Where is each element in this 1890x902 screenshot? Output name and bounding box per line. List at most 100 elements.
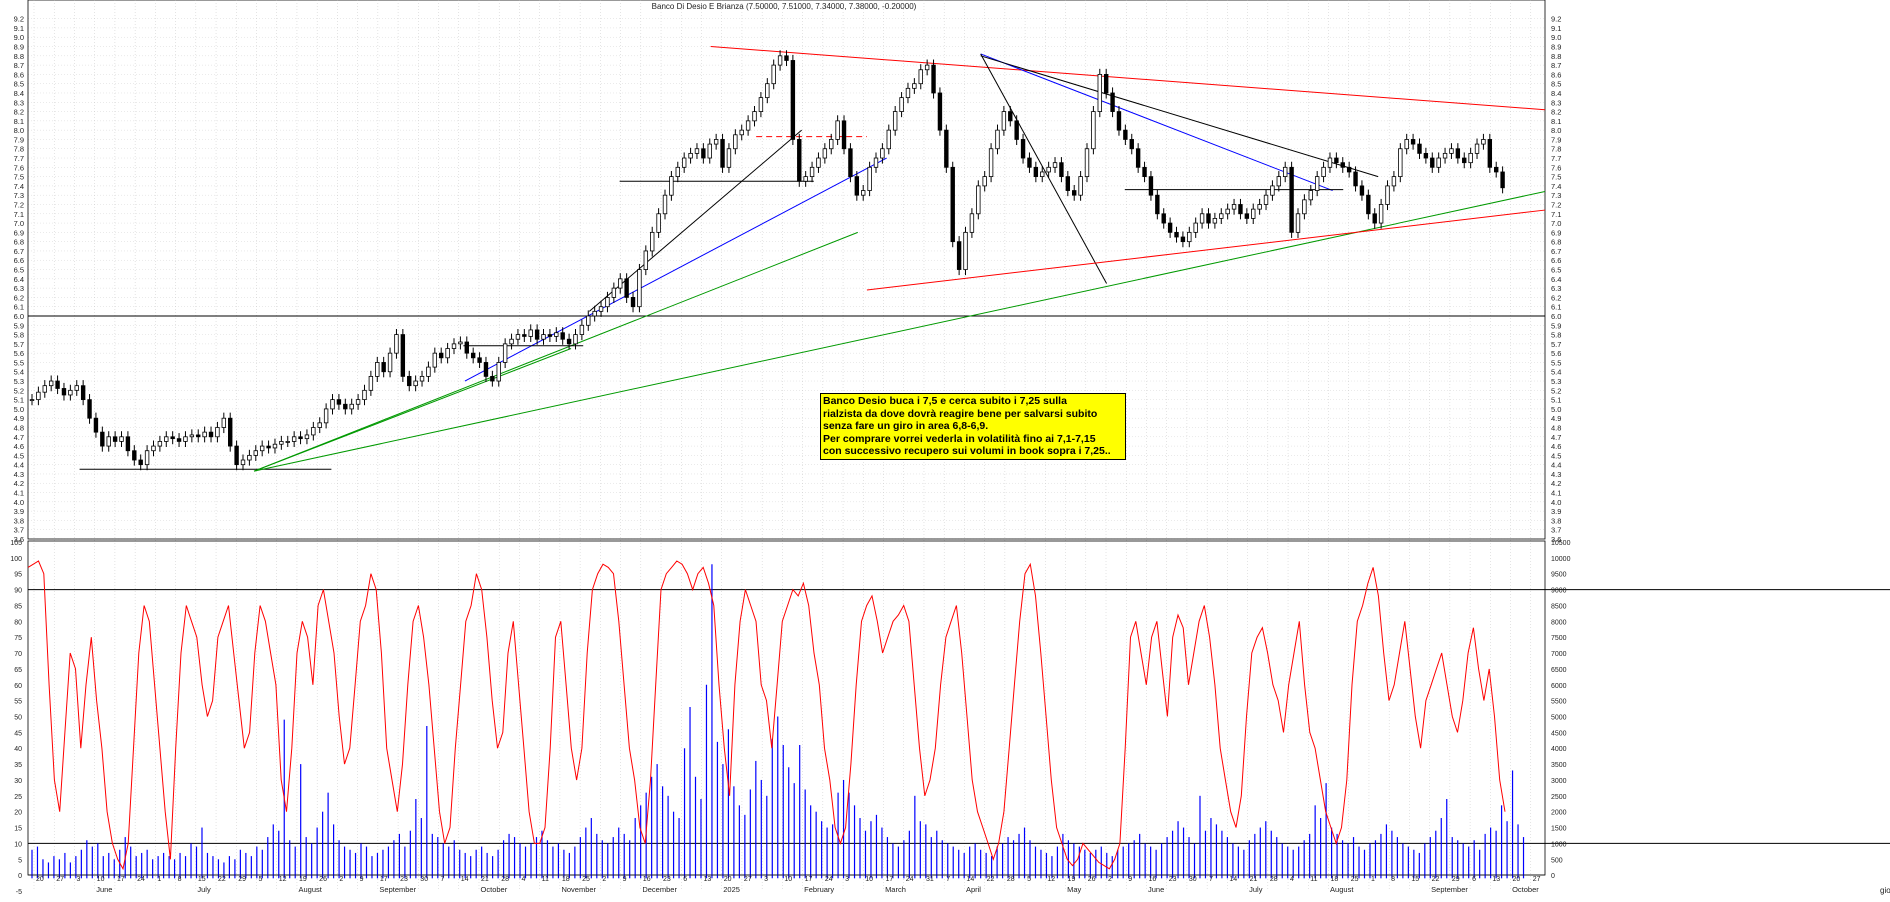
candle-body — [1276, 176, 1282, 187]
candle-body — [157, 441, 163, 447]
time-tick-label: 5 — [1027, 876, 1031, 883]
oscillator-tick-label: -5 — [16, 889, 22, 896]
candle-body — [1231, 204, 1237, 210]
time-tick-label: 24 — [137, 876, 145, 883]
candle-body — [592, 310, 597, 317]
candle-body — [496, 362, 501, 382]
candle-body — [1091, 111, 1096, 150]
candle-body — [1135, 148, 1141, 168]
candle-body — [1449, 148, 1454, 154]
price-tick-label-left: 5.2 — [14, 386, 24, 395]
time-tick-label: 29 — [238, 876, 246, 883]
price-tick-label-right: 4.5 — [1551, 451, 1561, 460]
price-tick-label-left: 8.9 — [14, 43, 24, 52]
candle-body — [797, 139, 802, 182]
candle-body — [368, 375, 374, 391]
month-label: May — [1067, 885, 1081, 894]
candle-body — [1052, 162, 1058, 168]
candle-body — [1283, 166, 1288, 178]
candle-body — [605, 297, 610, 308]
candle-body — [662, 194, 668, 215]
candle-body — [93, 417, 99, 433]
candle-body — [950, 166, 955, 243]
time-tick-label: 28 — [501, 876, 509, 883]
month-label: September — [1431, 885, 1468, 894]
price-tick-label-right: 7.9 — [1551, 135, 1561, 144]
time-tick-label: 30 — [420, 876, 428, 883]
candle-body — [745, 120, 751, 131]
time-tick-label: 14 — [1229, 876, 1237, 883]
price-tick-label-left: 7.5 — [14, 173, 24, 182]
time-tick-label: 2 — [602, 876, 606, 883]
candle-body — [1110, 92, 1115, 112]
oscillator-tick-label: 25 — [14, 794, 22, 801]
price-tick-label-left: 4.7 — [14, 433, 24, 442]
time-tick-label: 4 — [1290, 876, 1294, 883]
time-tick-label: 14 — [966, 876, 974, 883]
price-tick-label-right: 5.4 — [1551, 368, 1561, 377]
candle-body — [1040, 171, 1045, 178]
candle-body — [988, 148, 994, 178]
candle-body — [1033, 166, 1039, 178]
candle-body — [963, 231, 968, 270]
candle-body — [579, 324, 585, 335]
candle-body — [1097, 73, 1102, 112]
trendline — [464, 157, 887, 382]
price-tick-label-left: 5.8 — [14, 331, 24, 340]
price-tick-label-left: 6.3 — [14, 284, 24, 293]
time-tick-label: 24 — [906, 876, 914, 883]
time-tick-label: 20 — [724, 876, 732, 883]
candle-body — [1321, 166, 1326, 178]
time-tick-label: 22 — [1432, 876, 1440, 883]
trendline — [980, 53, 1333, 192]
candle-body — [899, 97, 904, 112]
candle-body — [1059, 162, 1064, 178]
price-tick-label-left: 3.7 — [14, 526, 24, 535]
month-label: October — [1512, 885, 1539, 894]
candle-body — [1116, 111, 1122, 131]
month-label: June — [1148, 885, 1164, 894]
candle-body — [656, 213, 661, 233]
oscillator-tick-label: 90 — [14, 588, 22, 595]
candle-body — [1359, 185, 1365, 196]
volume-tick-label: 9000 — [1551, 588, 1567, 595]
candle-body — [1372, 213, 1377, 224]
candle-body — [522, 334, 527, 337]
candle-body — [1385, 185, 1390, 205]
time-tick-label: 4 — [521, 876, 525, 883]
candle-body — [1442, 152, 1448, 159]
price-tick-label-right: 5.1 — [1551, 396, 1561, 405]
price-tick-label-right: 4.8 — [1551, 423, 1561, 432]
footer-label: giorni — [1880, 886, 1890, 895]
price-tick-label-left: 8.4 — [14, 89, 24, 98]
chart-title: Banco Di Desio E Brianza (7.50000, 7.510… — [652, 2, 917, 11]
price-tick-label-left: 8.2 — [14, 108, 24, 117]
price-tick-label-left: 3.6 — [14, 535, 24, 544]
candle-body — [541, 334, 546, 340]
annotation-line: Per comprare vorrei vederla in volatilit… — [823, 432, 1096, 445]
candle-body — [48, 380, 54, 387]
candle-body — [1212, 218, 1218, 224]
time-tick-label: 24 — [825, 876, 833, 883]
candle-body — [982, 176, 987, 187]
time-tick-label: 5 — [258, 876, 262, 883]
price-tick-label-left: 9.0 — [14, 33, 24, 42]
price-tick-label-left: 3.8 — [14, 516, 24, 525]
time-tick-label: 1 — [1371, 876, 1375, 883]
candle-body — [1462, 157, 1467, 164]
trendline — [253, 231, 858, 472]
price-tick-label-right: 7.4 — [1551, 182, 1561, 191]
candle-body — [100, 431, 105, 447]
time-tick-label: 9 — [360, 876, 364, 883]
candle-body — [829, 139, 834, 150]
price-tick-label-right: 6.4 — [1551, 275, 1561, 284]
candle-body — [880, 148, 885, 159]
price-tick-label-left: 9.2 — [14, 15, 24, 24]
time-tick-label: 17 — [380, 876, 388, 883]
candle-body — [221, 417, 227, 428]
candle-body — [713, 139, 719, 145]
time-tick-label: 17 — [886, 876, 894, 883]
time-tick-label: 17 — [805, 876, 813, 883]
price-tick-label-right: 9.0 — [1551, 33, 1561, 42]
price-tick-label-left: 4.6 — [14, 442, 24, 451]
